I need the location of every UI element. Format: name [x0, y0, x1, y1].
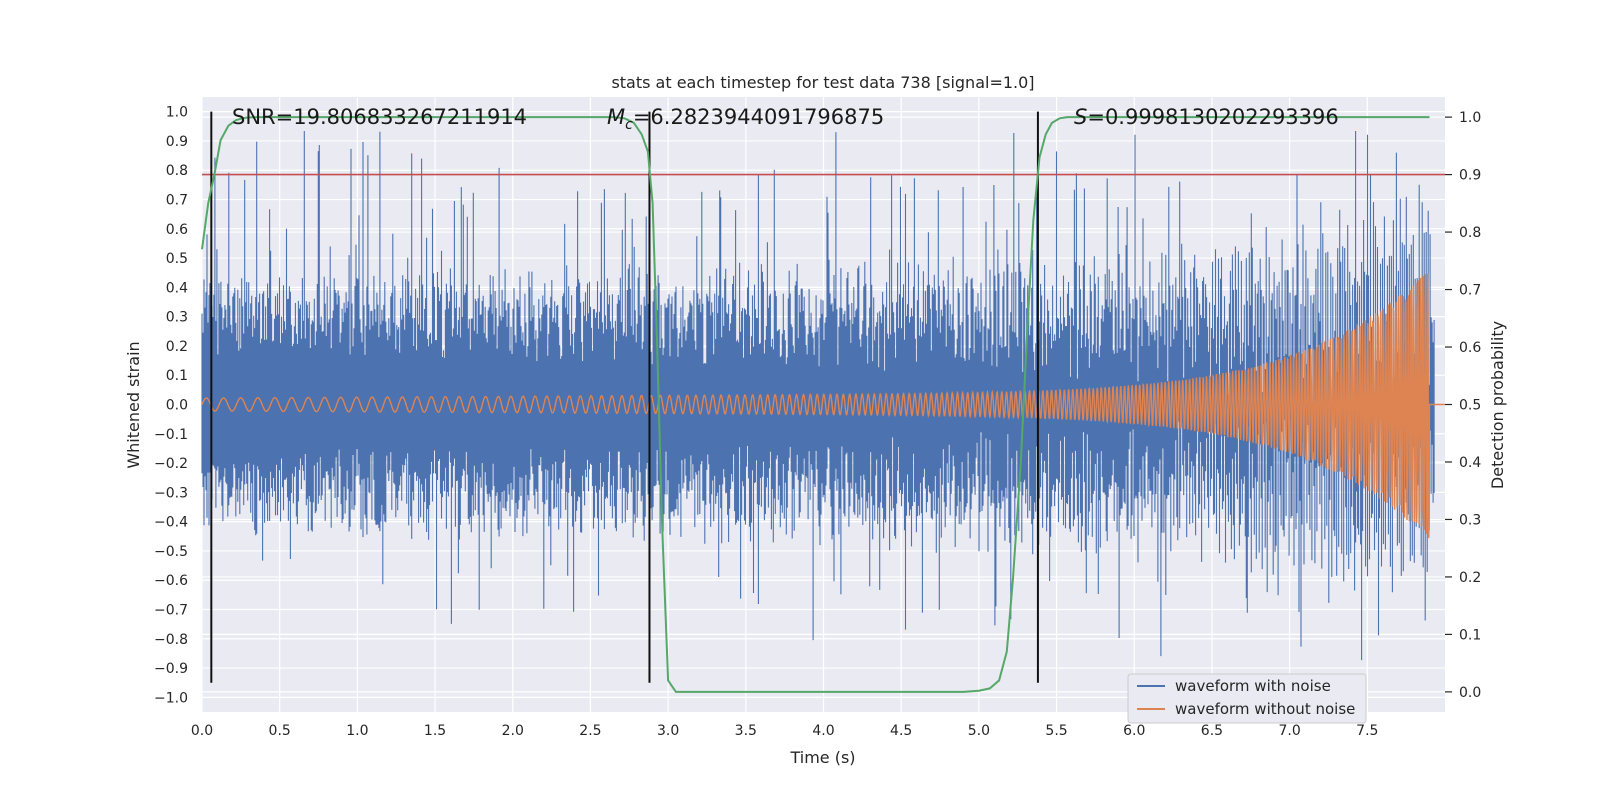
right-y-tick-label: 0.9 [1459, 168, 1481, 184]
x-tick-label: 3.5 [735, 723, 757, 739]
right-y-tick-label: 1.0 [1459, 110, 1481, 126]
right-y-tick-label: 0.4 [1459, 455, 1481, 471]
x-tick-label: 2.0 [502, 723, 524, 739]
x-tick-label: 4.0 [812, 723, 834, 739]
x-axis-ticks: 0.0 0.5 1.0 1.5 2.0 2.5 3.0 3.5 4.0 4.5 5.0 5.5 6.0 6… [191, 723, 1379, 739]
s-annotation: S=0.9998130202293396 [1074, 105, 1339, 129]
y-axis-ticks: 1.0 0.9 0.8 0.7 0.6 0.5 0.4 0.3 0.2 0.1 0.0 −0.1 −0.… [154, 105, 188, 707]
right-y-tick-label: 0.8 [1459, 225, 1481, 241]
x-tick-label: 5.5 [1045, 723, 1067, 739]
y-tick-label: −0.3 [154, 485, 188, 501]
y-tick-label: 0.0 [166, 398, 188, 414]
y-tick-label: 0.5 [166, 251, 188, 267]
y-tick-label: 0.1 [166, 368, 188, 384]
x-tick-label: 7.0 [1278, 723, 1300, 739]
chirp-mass-annotation: Mc=6.2823944091796875 [607, 105, 884, 133]
x-tick-label: 4.5 [890, 723, 912, 739]
detection-probability-line [201, 116, 1430, 693]
right-y-tick-label: 0.5 [1459, 398, 1481, 414]
right-y-axis-label: Detection probability [1488, 321, 1507, 489]
s-value: =0.9998130202293396 [1087, 105, 1338, 129]
x-tick-label: 0.5 [269, 723, 291, 739]
right-y-tick-label: 0.7 [1459, 283, 1481, 299]
chirp-mass-subscript: c [625, 117, 633, 133]
snr-annotation: SNR=19.806833267211914 [232, 105, 527, 129]
y-tick-label: −0.4 [154, 515, 188, 531]
y-tick-label: −1.0 [154, 690, 188, 706]
y-axis-label: Whitened strain [124, 341, 143, 468]
right-y-tick-label: 0.2 [1459, 570, 1481, 586]
x-tick-label: 6.5 [1201, 723, 1223, 739]
x-tick-label: 3.0 [657, 723, 679, 739]
x-tick-label: 2.5 [579, 723, 601, 739]
x-axis-label: Time (s) [789, 748, 855, 767]
y-tick-label: 0.9 [166, 134, 188, 150]
waveform-without-noise-series [201, 273, 1445, 539]
event-markers [210, 111, 1039, 683]
y-tick-label: 0.3 [166, 310, 188, 326]
y-tick-label: −0.2 [154, 456, 188, 472]
legend-box [1127, 673, 1367, 724]
y-tick-label: 1.0 [166, 105, 188, 121]
x-tick-label: 1.5 [424, 723, 446, 739]
y-tick-label: 0.8 [166, 163, 188, 179]
y-tick-label: −0.8 [154, 632, 188, 648]
y-tick-label: −0.7 [154, 603, 188, 619]
x-tick-label: 0.0 [191, 723, 213, 739]
right-y-tick-label: 0.0 [1459, 685, 1481, 701]
chirp-mass-symbol: M [607, 105, 625, 129]
x-tick-label: 1.0 [346, 723, 368, 739]
x-tick-label: 6.0 [1123, 723, 1145, 739]
y-tick-label: −0.1 [154, 427, 188, 443]
y-tick-label: −0.5 [154, 544, 188, 560]
legend-label-noisy: waveform with noise [1175, 677, 1331, 695]
legend-label-clean: waveform without noise [1175, 700, 1355, 718]
right-y-tick-label: 0.1 [1459, 627, 1481, 643]
right-y-tick-label: 0.3 [1459, 512, 1481, 528]
chart-title: stats at each timestep for test data 738… [611, 73, 1034, 92]
y-tick-label: 0.2 [166, 339, 188, 355]
chirp-mass-value: =6.2823944091796875 [633, 105, 884, 129]
x-tick-label: 7.5 [1356, 723, 1378, 739]
right-y-tick-label: 0.6 [1459, 340, 1481, 356]
y-tick-label: −0.9 [154, 661, 188, 677]
right-y-axis-ticks: 1.0 0.9 0.8 0.7 0.6 0.5 0.4 0.3 0.2 0.1 0.0 [1445, 110, 1481, 701]
x-tick-label: 5.0 [968, 723, 990, 739]
y-tick-label: −0.6 [154, 573, 188, 589]
y-tick-label: 0.6 [166, 222, 188, 238]
s-symbol: S [1074, 105, 1087, 129]
y-tick-label: 0.7 [166, 193, 188, 209]
y-tick-label: 0.4 [166, 280, 188, 296]
legend: waveform with noise waveform without noi… [1127, 673, 1367, 724]
